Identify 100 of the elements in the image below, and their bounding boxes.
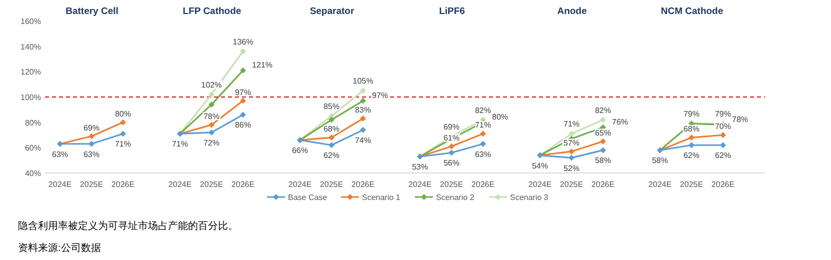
point: [480, 140, 486, 147]
data-label: 82%: [474, 106, 492, 115]
x-tick-label: 2025E: [680, 180, 704, 189]
y-tick-label: 40%: [24, 169, 41, 178]
y-tick-label: 120%: [20, 68, 41, 77]
point: [600, 138, 606, 144]
data-label: 68%: [323, 124, 340, 134]
data-label: 68%: [683, 124, 700, 134]
point: [240, 67, 246, 74]
chart-title: NCM Cathode: [660, 6, 724, 17]
point: [448, 143, 454, 150]
data-label: 69%: [443, 122, 460, 132]
y-tick-label: 80%: [24, 118, 41, 128]
text: 资料来源:公司数据: [18, 242, 101, 254]
y-tick-label: 140%: [20, 42, 41, 52]
data-label: 85%: [323, 102, 340, 111]
data-label: 71%: [114, 140, 132, 149]
point: [448, 150, 454, 156]
point: [208, 102, 214, 108]
x-tick-label: 2026E: [231, 180, 255, 189]
x-tick-label: 2024E: [528, 180, 552, 189]
data-label: 121%: [252, 60, 272, 70]
x-tick-label: 2025E: [560, 180, 584, 189]
x-tick-label: 2025E: [80, 180, 104, 189]
data-label: 62%: [683, 151, 700, 160]
legend-label: Base Case: [288, 193, 328, 202]
legend-label: Scenario 2: [436, 193, 475, 202]
data-label: 136%: [232, 37, 254, 46]
data-label: 97%: [234, 88, 252, 97]
data-label: 62%: [323, 151, 340, 160]
chart-title: Anode: [557, 6, 587, 17]
data-label: 52%: [563, 164, 580, 173]
chart-title: LFP Cathode: [182, 6, 242, 17]
data-label: 78%: [732, 114, 748, 124]
data-label: 54%: [532, 161, 548, 170]
data-label: 71%: [172, 140, 188, 149]
data-label: 69%: [83, 123, 100, 132]
point: [688, 142, 694, 148]
x-tick-label: 2025E: [200, 180, 224, 189]
point: [208, 91, 214, 98]
data-label: 83%: [354, 106, 372, 115]
data-label: 62%: [714, 151, 732, 160]
data-label: 63%: [474, 150, 492, 159]
point: [328, 134, 334, 141]
text: 隐含利用率被定义为可寻址市场占产能的百分比。: [18, 220, 238, 232]
x-tick-label: 2024E: [648, 180, 672, 189]
data-label: 82%: [594, 106, 612, 115]
data-label: 63%: [83, 150, 100, 159]
data-label: 63%: [52, 150, 68, 159]
legend-label: Scenario 3: [510, 193, 549, 202]
y-tick-label: 160%: [20, 17, 41, 26]
data-label: 74%: [354, 136, 372, 145]
x-tick-label: 2025E: [320, 180, 344, 189]
x-tick-label: 2024E: [48, 180, 72, 189]
chart-title: Battery Cell: [66, 6, 118, 17]
data-label: 53%: [412, 162, 428, 172]
x-tick-label: 2024E: [408, 180, 432, 189]
data-label: 72%: [203, 138, 220, 148]
legend-label: Scenario 1: [362, 193, 401, 202]
point: [88, 140, 94, 147]
data-label: 79%: [714, 110, 732, 119]
point: [240, 48, 246, 54]
data-label: 80%: [492, 112, 508, 122]
point: [360, 126, 366, 133]
data-label: 56%: [443, 158, 460, 168]
chart-title: Separator: [310, 6, 354, 17]
data-label: 58%: [594, 156, 612, 166]
point: [360, 88, 366, 94]
data-label: 97%: [372, 90, 388, 100]
point: [120, 119, 126, 126]
data-label: 57%: [563, 138, 580, 148]
x-tick-label: 2025E: [440, 180, 464, 189]
point: [568, 130, 574, 137]
chart-title: LiPF6: [439, 6, 465, 17]
x-tick-label: 2024E: [288, 180, 312, 189]
point: [328, 116, 334, 123]
y-tick-label: 100%: [20, 93, 41, 102]
point: [720, 132, 726, 138]
data-label: 76%: [612, 117, 628, 126]
point: [688, 134, 694, 141]
x-tick-label: 2026E: [111, 180, 135, 189]
point: [328, 142, 334, 148]
y-tick-label: 60%: [24, 144, 41, 153]
data-label: 80%: [114, 109, 132, 118]
x-tick-label: 2026E: [471, 180, 495, 189]
point: [360, 98, 366, 104]
point: [360, 116, 366, 122]
point: [568, 154, 574, 161]
data-label: 58%: [652, 156, 668, 166]
data-label: 71%: [474, 120, 492, 130]
x-tick-label: 2026E: [351, 180, 375, 189]
data-label: 66%: [292, 146, 308, 156]
point: [208, 129, 214, 136]
point: [240, 98, 246, 104]
x-tick-label: 2026E: [591, 180, 615, 189]
point: [600, 116, 606, 123]
x-tick-label: 2026E: [711, 180, 735, 189]
point: [88, 133, 94, 140]
point: [600, 147, 606, 154]
data-label: 102%: [201, 80, 222, 90]
